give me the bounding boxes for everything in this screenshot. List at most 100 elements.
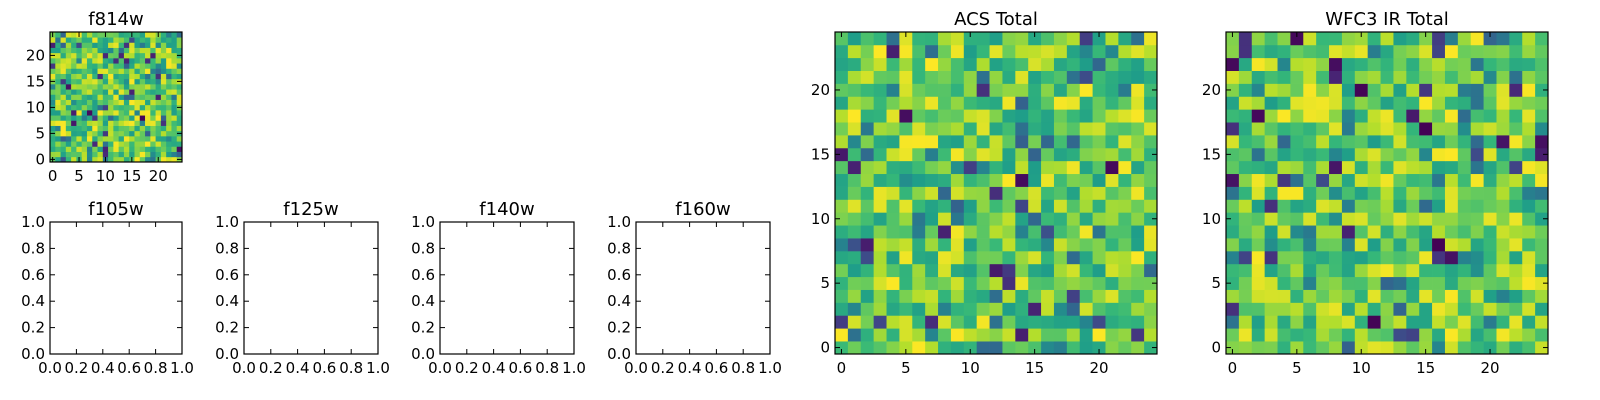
heatmap-cell: [81, 78, 88, 85]
heatmap-cell: [150, 42, 156, 48]
heatmap-cell: [1496, 70, 1510, 84]
heatmap-cell: [899, 147, 913, 162]
heatmap-cell: [1483, 250, 1497, 265]
heatmap-cell: [1522, 199, 1536, 213]
heatmap-cell: [1277, 96, 1291, 110]
heatmap-cell: [1496, 238, 1510, 252]
heatmap-cells: [835, 32, 1158, 355]
heatmap-cell: [1380, 44, 1394, 59]
heatmap-cell: [1277, 160, 1291, 175]
heatmap-cell: [118, 94, 125, 100]
heatmap-cell: [129, 73, 135, 80]
heatmap-cell: [1470, 96, 1484, 110]
heatmap-cell: [1131, 212, 1145, 226]
heatmap-cell: [1092, 186, 1106, 200]
heatmap-cell: [1303, 32, 1317, 46]
heatmap-cell: [86, 104, 93, 111]
heatmap-cell: [1105, 173, 1119, 187]
heatmap-cell: [171, 63, 178, 69]
heatmap-cell: [1509, 250, 1523, 265]
heatmap-cell: [1470, 109, 1484, 123]
heatmap-cell: [1105, 122, 1119, 136]
heatmap-cell: [81, 63, 88, 69]
heatmap-cell: [1092, 289, 1106, 303]
heatmap-cell: [1354, 109, 1369, 123]
heatmap-cell: [873, 302, 887, 316]
x-tick-label: 0.4: [286, 359, 310, 377]
heatmap-cell: [976, 160, 990, 175]
heatmap-cell: [1226, 276, 1240, 290]
heatmap-cell: [65, 47, 72, 54]
heatmap-cell: [76, 78, 83, 85]
heatmap-cell: [1066, 109, 1081, 123]
heatmap-cell: [847, 122, 862, 136]
heatmap-cell: [989, 160, 1003, 175]
heatmap-cell: [118, 146, 125, 152]
heatmap-cell: [1066, 173, 1081, 187]
heatmap-cell: [835, 289, 849, 303]
heatmap-cell: [1028, 135, 1042, 149]
heatmap-cell: [1535, 238, 1549, 252]
heatmap-cell: [92, 130, 98, 137]
heatmap-cell: [1290, 96, 1304, 110]
heatmap-cell: [1041, 276, 1055, 290]
heatmap-cell: [113, 110, 119, 116]
heatmap-cell: [1496, 147, 1510, 162]
heatmap-cell: [1131, 173, 1145, 187]
heatmap-cell: [102, 58, 109, 64]
heatmap-cell: [1238, 328, 1253, 342]
heatmap-cell: [134, 125, 141, 132]
heatmap-cell: [1406, 57, 1420, 71]
heatmap-cell: [55, 73, 61, 80]
y-tick-label: 0.2: [215, 319, 239, 337]
heatmap-cell: [938, 44, 952, 59]
heatmap-cell: [1066, 302, 1081, 316]
heatmap-cell: [81, 84, 88, 90]
heatmap-cell: [1509, 315, 1523, 329]
heatmap-cell: [176, 37, 183, 43]
heatmap-cell: [1066, 135, 1081, 149]
heatmap-cell: [55, 52, 61, 59]
heatmap-cell: [938, 315, 952, 329]
heatmap-cell: [134, 146, 141, 152]
heatmap-cell: [1354, 289, 1369, 303]
y-tick-label: 10: [811, 210, 830, 228]
heatmap-cell: [171, 146, 178, 152]
heatmap-cell: [1053, 173, 1068, 187]
heatmap-cell: [1419, 109, 1433, 123]
heatmap-cell: [71, 99, 77, 106]
heatmap-cell: [886, 83, 900, 97]
heatmap-cell: [1535, 44, 1549, 59]
heatmap-cell: [1393, 263, 1407, 278]
heatmap-cell: [847, 238, 862, 252]
heatmap-cell: [1131, 341, 1145, 355]
heatmap-cell: [1406, 173, 1420, 187]
heatmap-cell: [1002, 135, 1016, 149]
heatmap-cell: [60, 156, 67, 163]
heatmap-cell: [873, 57, 887, 71]
heatmap-cell: [925, 109, 939, 123]
heatmap-cell: [118, 99, 125, 106]
heatmap-cell: [97, 47, 104, 54]
heatmap-cell: [60, 37, 67, 43]
heatmap-cell: [860, 96, 874, 110]
heatmap-cell: [1264, 122, 1278, 136]
heatmap-cell: [1264, 289, 1278, 303]
heatmap-cell: [50, 58, 56, 64]
heatmap-cell: [1444, 96, 1459, 110]
heatmap-cell: [1341, 109, 1356, 123]
heatmap-cell: [860, 315, 874, 329]
heatmap-cell: [123, 47, 130, 54]
heatmap-cell: [65, 115, 72, 121]
heatmap-cell: [108, 78, 114, 85]
heatmap-cell: [860, 186, 874, 200]
heatmap-cell: [1444, 341, 1459, 355]
heatmap-cell: [1015, 122, 1029, 136]
x-tick-label: 20: [149, 167, 168, 185]
heatmap-cell: [1251, 83, 1265, 97]
panel-title: f125w: [283, 199, 338, 220]
x-tick-label: 0.8: [535, 359, 559, 377]
heatmap-cell: [1053, 83, 1068, 97]
heatmap-cell: [1290, 44, 1304, 59]
